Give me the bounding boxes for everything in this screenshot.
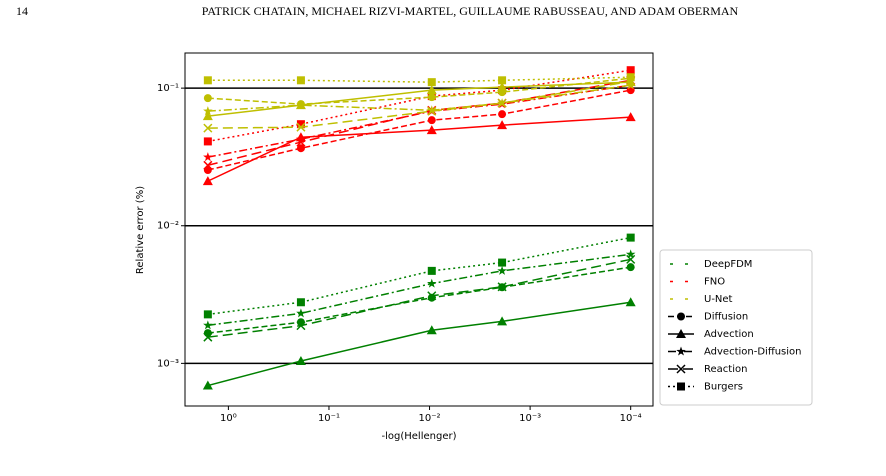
y-tick-label: 10⁻³ (157, 358, 179, 369)
marker (203, 332, 213, 342)
marker (296, 100, 306, 110)
marker (203, 106, 213, 116)
marker (203, 329, 212, 338)
series-line (207, 80, 631, 129)
marker (203, 94, 212, 103)
marker (498, 258, 507, 267)
marker (203, 137, 212, 146)
x-tick-label: 10⁰ (220, 413, 237, 424)
marker (676, 329, 686, 338)
marker (427, 266, 436, 275)
x-tick-label: 10⁻¹ (318, 413, 340, 424)
marker (625, 249, 636, 259)
marker (427, 116, 436, 125)
marker (296, 76, 305, 85)
marker (203, 123, 213, 133)
marker (497, 265, 507, 275)
marker (202, 380, 213, 390)
marker (497, 316, 508, 326)
plot-area (202, 66, 636, 390)
marker (296, 308, 306, 318)
marker (427, 278, 437, 288)
series-line (207, 253, 631, 327)
legend-label: FNO (704, 277, 725, 288)
page-number: 14 (16, 4, 28, 18)
marker (295, 356, 306, 366)
marker (203, 160, 213, 170)
marker (626, 263, 635, 272)
marker (426, 325, 437, 335)
marker (426, 85, 437, 95)
marker (626, 66, 635, 75)
series-line (207, 266, 631, 334)
y-tick-label: 10⁻² (157, 221, 179, 232)
marker (626, 254, 636, 264)
marker (625, 297, 636, 307)
marker (296, 122, 306, 132)
marker (296, 144, 305, 153)
legend-box (659, 249, 813, 406)
marker (625, 112, 636, 122)
marker (676, 364, 686, 374)
marker (498, 110, 507, 119)
marker (427, 93, 436, 102)
marker (203, 310, 212, 319)
marker (497, 98, 507, 108)
running-head: PATRICK CHATAIN, MICHAEL RIZVI-MARTEL, G… (202, 4, 739, 18)
marker (202, 111, 213, 121)
legend-label: Advection-Diffusion (704, 347, 802, 358)
marker (427, 78, 436, 87)
marker (427, 105, 437, 115)
legend-label: Advection (704, 329, 754, 340)
marker (203, 152, 213, 162)
legend-label: Diffusion (704, 312, 748, 323)
legend-label: U-Net (704, 294, 733, 305)
marker (676, 346, 686, 356)
x-axis-label: -log(Hellenger) (382, 431, 457, 442)
marker (497, 82, 508, 92)
series-line (207, 301, 631, 387)
marker (426, 125, 437, 135)
legend-label: Burgers (704, 382, 743, 393)
series-line (207, 236, 631, 316)
marker (202, 176, 213, 186)
marker (203, 320, 213, 330)
legend-label: DeepFDM (704, 259, 752, 270)
x-tick-label: 10⁻³ (519, 413, 541, 424)
y-tick-label: 10⁻¹ (157, 83, 179, 94)
marker (626, 86, 635, 95)
marker (296, 298, 305, 307)
marker (497, 120, 508, 130)
legend-label: Reaction (704, 364, 747, 375)
marker (677, 312, 685, 321)
marker (296, 120, 305, 129)
plot-frame (184, 52, 654, 407)
marker (625, 80, 636, 90)
x-tick-label: 10⁻² (419, 413, 441, 424)
marker (296, 134, 306, 144)
marker (497, 282, 507, 292)
marker (626, 233, 635, 242)
marker (677, 382, 685, 391)
marker (296, 321, 306, 331)
marker (427, 291, 437, 301)
marker (296, 137, 306, 147)
marker (203, 76, 212, 85)
series-line (207, 77, 631, 105)
y-axis-label: Relative error (%) (135, 186, 146, 274)
marker (427, 106, 437, 116)
marker (498, 76, 507, 85)
x-tick-label: 10⁻⁴ (620, 413, 642, 424)
marker (626, 73, 635, 82)
